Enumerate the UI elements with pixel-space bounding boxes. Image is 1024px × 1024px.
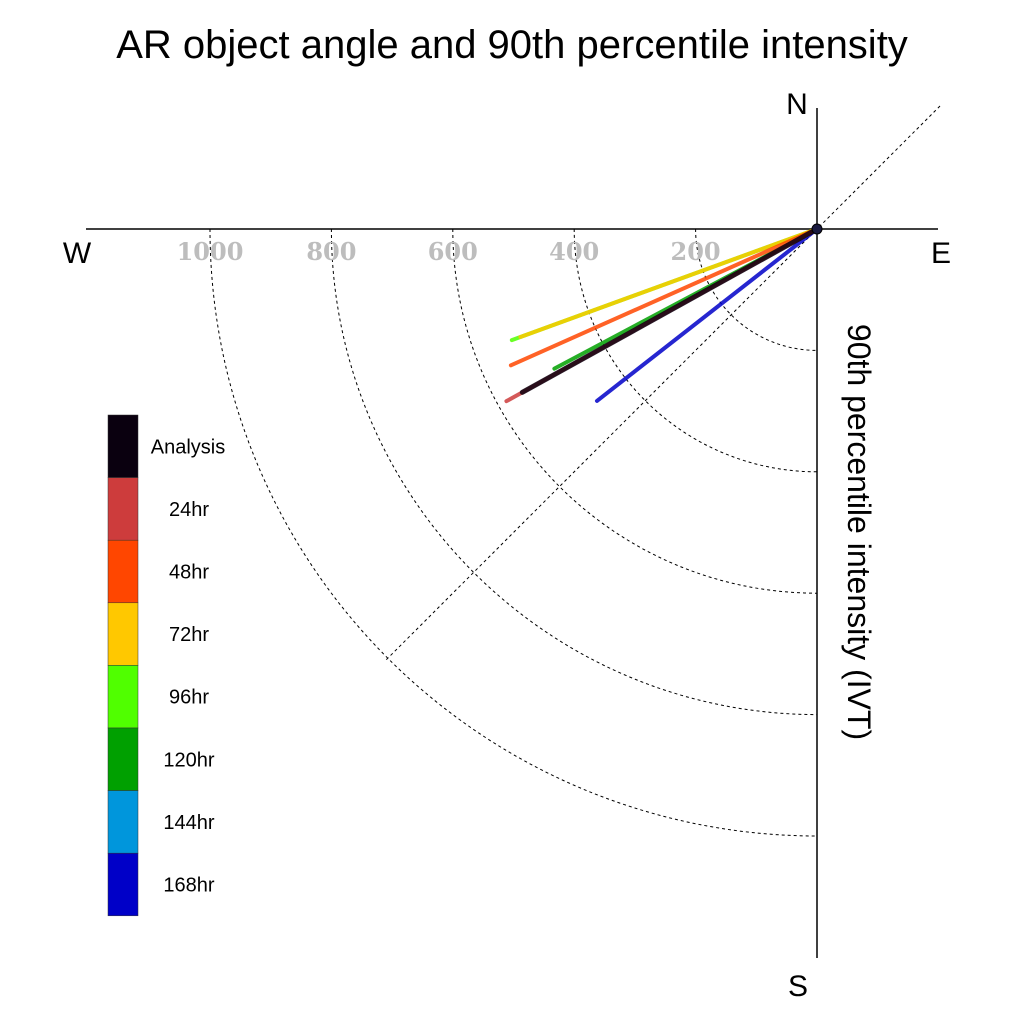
legend-swatch-96hr — [107, 665, 139, 729]
legend-label-48hr: 48hr — [169, 562, 209, 584]
radial-tick-400: 400 — [549, 237, 599, 266]
vector-72hr — [518, 227, 819, 339]
legend: Analysis 24hr 48hr 72hr 96hr 120hr 144hr 168hr — [107, 414, 225, 917]
legend-label-24hr: 24hr — [169, 499, 209, 521]
legend-swatch-48hr — [107, 539, 139, 604]
grid-arc-600 — [452, 228, 818, 594]
legend-label-analysis: Analysis — [151, 436, 225, 458]
grid-diagonal — [385, 105, 941, 661]
polar-grid — [209, 105, 941, 837]
vector-analysis — [519, 226, 820, 395]
compass-west: W — [63, 237, 92, 270]
legend-label-168hr: 168hr — [163, 875, 214, 897]
radial-tick-600: 600 — [428, 237, 478, 266]
radial-tick-labels: 200 400 600 800 1000 — [177, 237, 721, 266]
grid-arc-400 — [573, 228, 818, 473]
compass-north: N — [786, 88, 808, 121]
vector-48hr — [508, 227, 819, 368]
origin-point — [811, 223, 823, 235]
radial-tick-800: 800 — [306, 237, 356, 266]
vector-168hr — [594, 227, 819, 403]
ar-vectors — [504, 226, 820, 404]
legend-swatch-72hr — [107, 602, 139, 666]
legend-label-144hr: 144hr — [163, 812, 214, 834]
legend-label-120hr: 120hr — [163, 749, 214, 771]
chart-title: AR object angle and 90th percentile inte… — [116, 23, 908, 67]
legend-swatch-24hr — [107, 477, 139, 541]
legend-label-72hr: 72hr — [169, 624, 209, 646]
y-axis-label: 90th percentile intensity (IVT) — [841, 324, 877, 740]
legend-swatch-144hr — [107, 790, 139, 854]
grid-arc-800 — [330, 228, 818, 716]
legend-swatch-168hr — [107, 852, 139, 917]
compass-east: E — [931, 237, 951, 270]
radial-tick-1000: 1000 — [177, 237, 244, 266]
compass-south: S — [788, 970, 808, 1003]
legend-swatch-120hr — [107, 727, 139, 791]
grid-arc-200 — [695, 228, 818, 351]
legend-label-96hr: 96hr — [169, 687, 209, 709]
radial-tick-200: 200 — [671, 237, 721, 266]
legend-swatch-analysis — [107, 414, 139, 478]
